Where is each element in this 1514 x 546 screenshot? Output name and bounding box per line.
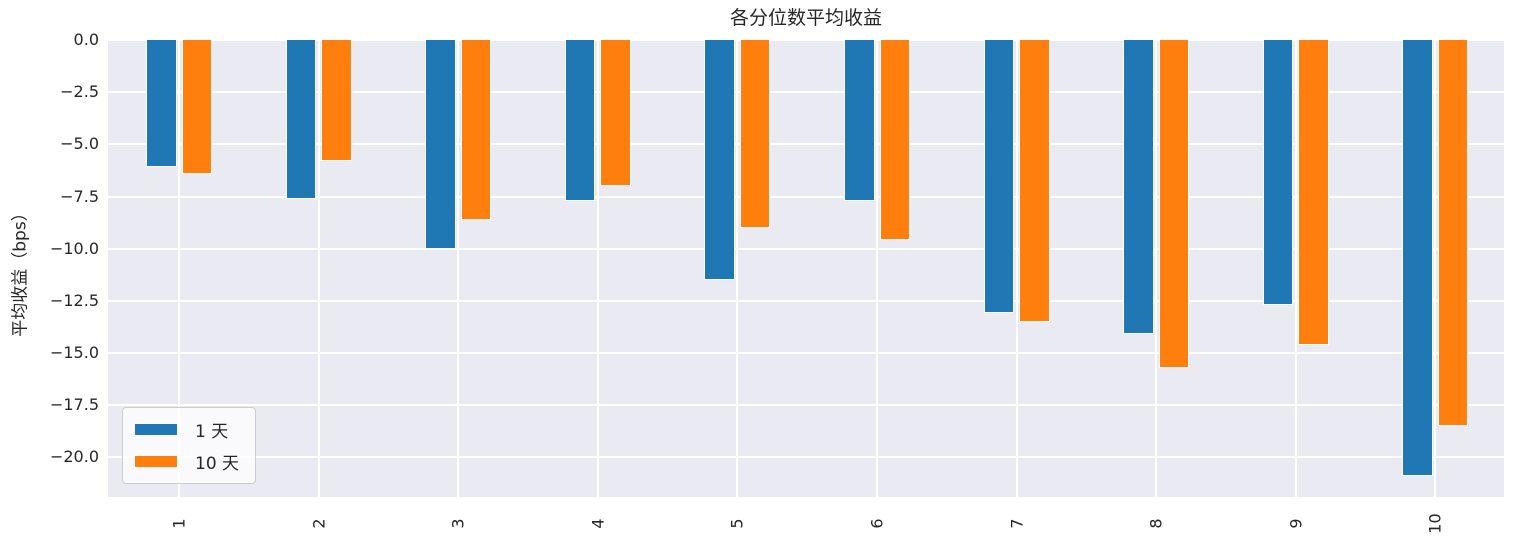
h-gridline	[108, 91, 1504, 94]
bar-series1-cat3	[425, 40, 456, 249]
bar-series1-cat6	[844, 40, 875, 201]
bar-series2-cat3	[460, 40, 492, 220]
y-tick-label: −10.0	[49, 238, 99, 258]
x-tick-label: 8	[1146, 518, 1166, 529]
bar-series1-cat4	[564, 40, 596, 201]
v-gridline	[1155, 40, 1158, 497]
v-gridline	[596, 40, 599, 497]
chart-title: 各分位数平均收益	[729, 7, 882, 29]
h-gridline	[108, 404, 1504, 407]
bar-series1-cat1	[146, 40, 177, 168]
x-tick-label: 5	[727, 518, 747, 529]
legend-swatch-series1-icon	[134, 423, 178, 436]
bar-series1-cat2	[285, 40, 317, 199]
h-gridline	[108, 40, 1504, 41]
h-gridline	[108, 195, 1504, 198]
bar-series1-cat8	[1123, 40, 1154, 335]
bar-series2-cat9	[1298, 40, 1329, 345]
bar-series1-cat5	[704, 40, 735, 280]
h-gridline	[108, 299, 1504, 302]
bar-series2-cat1	[181, 40, 212, 174]
legend-row: 10 天	[134, 449, 239, 474]
x-tick-label: 4	[588, 518, 608, 529]
y-tick-label: −5.0	[60, 134, 99, 154]
x-tick-label: 9	[1286, 518, 1306, 529]
bar-series2-cat6	[879, 40, 910, 241]
legend-row: 1 天	[134, 417, 239, 442]
v-gridline	[178, 40, 180, 497]
legend-label-series1: 1 天	[195, 422, 229, 442]
bar-series2-cat10	[1437, 40, 1469, 427]
y-tick-label: −17.5	[49, 395, 99, 415]
y-tick-label: −20.0	[49, 447, 99, 467]
x-tick-label: 7	[1007, 518, 1027, 529]
y-tick-label: −2.5	[60, 82, 99, 102]
bar-series1-cat9	[1262, 40, 1294, 305]
x-tick-label: 6	[867, 518, 887, 529]
legend-swatch-series2-icon	[134, 455, 178, 468]
bar-series2-cat4	[600, 40, 631, 187]
v-gridline	[736, 40, 739, 497]
h-gridline	[108, 456, 1504, 459]
y-axis-label: 平均收益（bps）	[10, 204, 31, 337]
bar-series2-cat8	[1158, 40, 1190, 368]
h-gridline	[108, 247, 1504, 250]
h-gridline	[108, 143, 1504, 146]
legend-label-series2: 10 天	[195, 454, 240, 474]
x-tick-label: 2	[309, 518, 329, 529]
legend: 1 天 10 天	[122, 407, 257, 484]
v-gridline	[1015, 40, 1018, 497]
y-tick-label: 0.0	[73, 30, 99, 49]
bar-series2-cat5	[739, 40, 771, 228]
y-tick-label: −12.5	[49, 290, 99, 310]
y-tick-label: −7.5	[60, 186, 99, 206]
v-gridline	[317, 40, 320, 497]
v-gridline	[1434, 40, 1437, 497]
v-gridline	[457, 40, 460, 497]
x-tick-label: 1	[169, 518, 189, 529]
plot-area: 1 天 10 天	[108, 40, 1504, 497]
v-gridline	[876, 40, 878, 497]
bar-series2-cat7	[1019, 40, 1050, 322]
bar-series2-cat2	[321, 40, 352, 161]
bar-series1-cat10	[1402, 40, 1433, 477]
v-gridline	[1294, 40, 1297, 497]
x-tick-label: 3	[448, 518, 468, 529]
y-tick-label: −15.0	[49, 343, 99, 362]
h-gridline	[108, 352, 1504, 354]
x-tick-label: 10	[1425, 513, 1445, 534]
bar-series1-cat7	[983, 40, 1015, 314]
